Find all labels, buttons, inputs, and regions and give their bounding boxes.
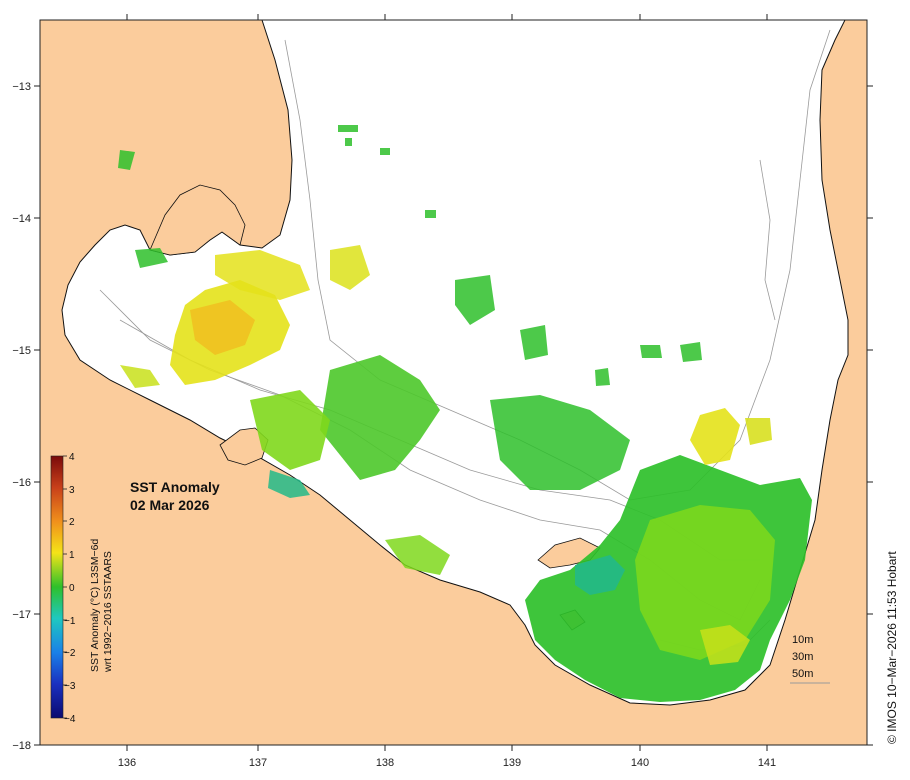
coast-detail-west [149,184,246,256]
map-date: 02 Mar 2026 [130,497,210,513]
sst-anomaly-data [118,125,812,702]
colorbar-subtitle: wrt 1992−2016 SSTAARS [102,551,114,673]
anomaly-strip-west-green-2 [135,248,168,268]
lat-tick-label: −17 [12,609,31,621]
anomaly-patch-mid [490,395,630,490]
anomaly-patch-southeast-light [635,505,775,660]
anomaly-patch-central [320,355,440,480]
map-title: SST Anomaly [130,479,220,495]
colorbar-tick-label: −1 [64,616,76,627]
lon-tick-label: 137 [249,757,267,769]
anomaly-strip-coast [385,535,450,575]
lat-tick-label: −18 [12,740,31,752]
anomaly-patch-west-orange [190,300,255,355]
lon-tick-label: 141 [758,757,776,769]
anomaly-patch-teal [575,555,625,595]
anomaly-strip-coast-teal [268,470,310,498]
lat-tick-label: −14 [12,213,31,225]
anomaly-patch-north-2 [330,245,370,290]
plot-frame [39,19,868,746]
lat-tick-label: −13 [12,81,31,93]
credit-text: © IMOS 10−Mar−2026 11:53 Hobart [885,551,899,744]
colorbar-tick-label: 4 [69,452,75,463]
anomaly-patch-north-yellow [215,250,310,300]
axis-ticks [34,14,873,751]
colorbar-tick-label: −4 [64,714,76,725]
lon-tick-label: 139 [503,757,521,769]
colorbar-tick-label: −2 [64,648,76,659]
colorbar-tick-label: 3 [69,485,75,496]
lon-tick-label: 136 [118,757,136,769]
depth-legend-50m: 50m [792,668,813,680]
anomaly-patch-central-2 [250,390,330,470]
anomaly-patch-southeast-yellow [700,625,750,665]
colorbar-tick-label: −3 [64,681,76,692]
lat-tick-label: −15 [12,345,31,357]
anomaly-patch-east-yellow [690,408,740,465]
colorbar-ticks [63,455,67,719]
colorbar-title: SST Anomaly (°C) L3SM−6d [89,539,101,672]
depth-legend-30m: 30m [792,651,813,663]
colorbar-tick-label: 0 [69,583,75,594]
colorbar-tick-label: 1 [69,550,75,561]
anomaly-strip-coast-west [120,365,160,388]
colorbar [50,455,64,719]
colorbar-tick-label: 2 [69,517,75,528]
lon-tick-label: 140 [631,757,649,769]
anomaly-patch-east-yellow-2 [745,418,772,445]
anomaly-strip-west-green [118,150,135,170]
depth-legend-10m: 10m [792,634,813,646]
lat-tick-label: −16 [12,477,31,489]
lon-tick-label: 138 [376,757,394,769]
